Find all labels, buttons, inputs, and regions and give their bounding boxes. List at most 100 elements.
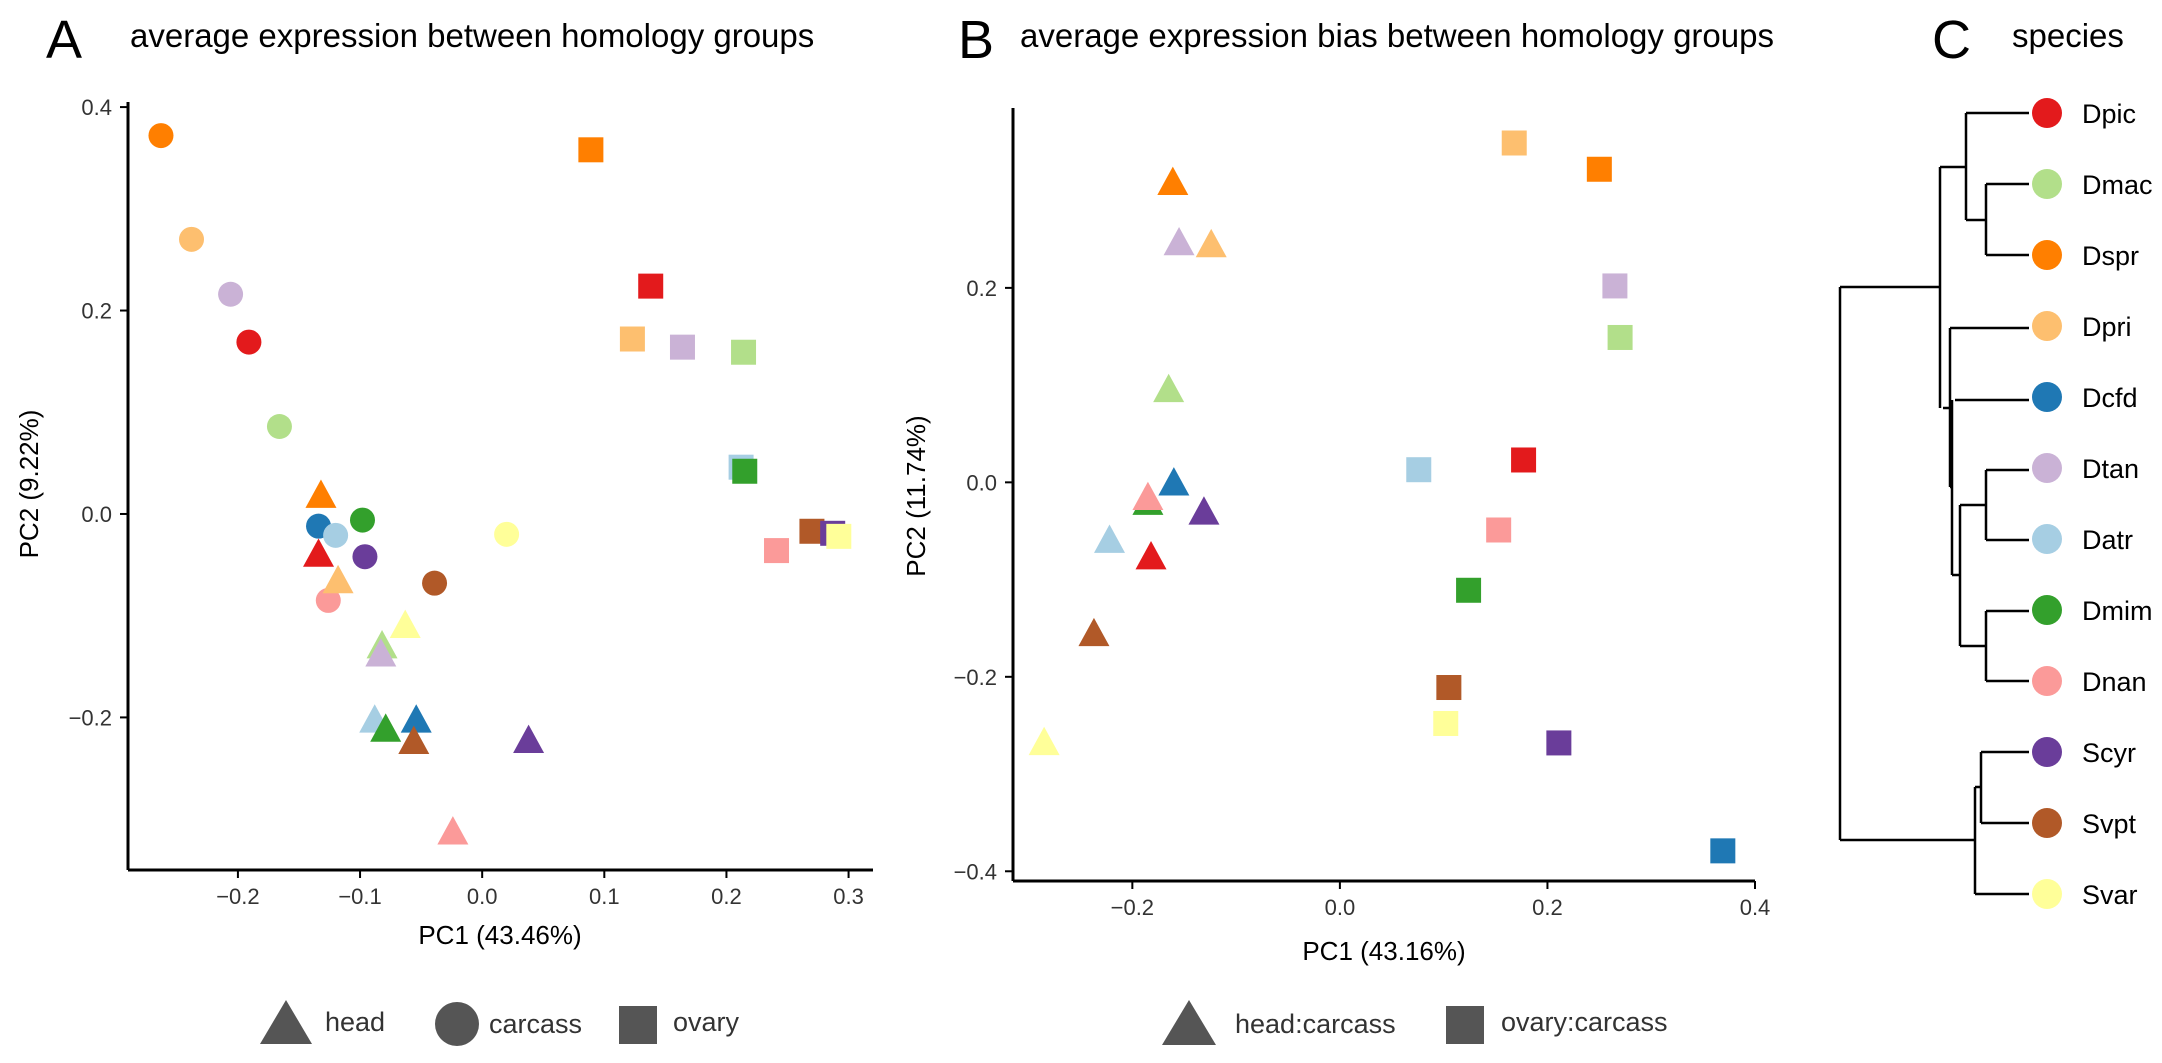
- panel-b-x-axis-title: PC1 (43.16%): [1302, 936, 1465, 966]
- data-point-dspr-triangle: [305, 479, 337, 508]
- species-legend: Dpic Dmac Dspr Dpri Dcfd Dtan Datr Dmim Dnan Scyr…: [2032, 98, 2153, 910]
- data-point-svpt-circle: [422, 570, 448, 596]
- data-point-dtan-square: [669, 334, 695, 360]
- panel-b-legend: head:carcass ovary:carcass: [1162, 1000, 1668, 1045]
- data-point-dspr-circle: [148, 123, 174, 149]
- species-swatch-scyr: [2032, 737, 2062, 767]
- panel-b-letter: B: [958, 10, 994, 70]
- data-point-dmim-triangle: [370, 713, 402, 742]
- panel-a-x-tick-label: 0.3: [833, 884, 864, 909]
- panel-b-x-tick-label: −0.2: [1111, 895, 1154, 920]
- species-label-dpic: Dpic: [2082, 99, 2136, 129]
- data-point-scyr-triangle: [513, 724, 545, 753]
- species-swatch-dpic: [2032, 98, 2062, 128]
- panel-b-x-tick-label: 0.4: [1740, 895, 1771, 920]
- data-point-dtan-square: [1602, 273, 1628, 299]
- data-point-dmac-triangle: [1153, 373, 1185, 403]
- legend-triangle-symbol: [1162, 1000, 1216, 1045]
- legend-square-symbol: [1446, 1006, 1484, 1044]
- species-label-dmim: Dmim: [2082, 596, 2152, 626]
- data-point-svar-circle: [494, 521, 520, 547]
- legend-circle-symbol: [435, 1002, 479, 1046]
- data-point-dcfd-triangle: [400, 704, 432, 733]
- panel-a-y-tick-label: 0.0: [81, 502, 112, 527]
- panel-b-plot: −0.2 0.0 0.2 0.4 −0.4 −0.2 0.0 0.2: [954, 108, 1771, 920]
- species-swatch-svpt: [2032, 808, 2062, 838]
- data-point-dpic-triangle: [303, 538, 335, 567]
- panel-b: B average expression bias between homolo…: [901, 10, 1774, 1045]
- data-point-svpt-triangle: [1078, 617, 1110, 647]
- panel-b-x-tick-label: 0.0: [1325, 895, 1356, 920]
- data-point-dpri-square: [1501, 130, 1527, 156]
- species-swatch-dnan: [2032, 666, 2062, 696]
- panel-a-x-tick-label: 0.1: [589, 884, 620, 909]
- species-label-dtan: Dtan: [2082, 454, 2139, 484]
- species-label-scyr: Scyr: [2082, 738, 2136, 768]
- legend-square-symbol: [619, 1006, 657, 1044]
- data-point-dpic-circle: [236, 329, 262, 355]
- panel-a-y-tick-label: 0.4: [81, 95, 112, 120]
- panel-a-x-axis-title: PC1 (43.46%): [418, 920, 581, 950]
- species-swatch-datr: [2032, 524, 2062, 554]
- data-point-dtan-circle: [218, 281, 244, 307]
- panel-a-x-tick-label: 0.2: [711, 884, 742, 909]
- data-point-svar-square: [1433, 710, 1459, 736]
- species-swatch-dcfd: [2032, 382, 2062, 412]
- legend-ovary-label: ovary: [673, 1007, 740, 1037]
- species-swatch-dpri: [2032, 311, 2062, 341]
- panel-c-letter: C: [1932, 10, 1971, 70]
- data-point-svpt-triangle: [398, 725, 430, 754]
- data-point-dpri-square: [619, 326, 645, 352]
- legend-head-carcass-label: head:carcass: [1235, 1009, 1396, 1039]
- panel-b-y-tick-label: 0.2: [966, 276, 997, 301]
- panel-a-y-axis-title: PC2 (9.22%): [14, 410, 44, 559]
- data-point-dpic-square: [638, 273, 664, 299]
- data-point-dnan-circle: [315, 587, 341, 613]
- data-point-dnan-square: [764, 538, 790, 564]
- panel-a-title: average expression between homology grou…: [130, 17, 814, 54]
- species-label-svpt: Svpt: [2082, 809, 2137, 839]
- data-point-datr-triangle: [1094, 524, 1126, 553]
- data-point-svar-triangle: [389, 609, 421, 639]
- data-point-svar-triangle: [1028, 726, 1060, 756]
- species-tree: [1838, 111, 2029, 896]
- data-point-dpic-square: [1511, 447, 1537, 473]
- panel-b-x-tick-label: 0.2: [1532, 895, 1563, 920]
- data-point-dmac-square: [731, 339, 757, 365]
- panel-a-letter: A: [46, 10, 82, 70]
- species-swatch-dmac: [2032, 169, 2062, 199]
- species-label-dpri: Dpri: [2082, 312, 2132, 342]
- legend-carcass-label: carcass: [489, 1009, 582, 1039]
- data-point-datr-circle: [323, 522, 349, 548]
- species-swatch-dmim: [2032, 595, 2062, 625]
- data-point-scyr-triangle: [1188, 496, 1220, 525]
- panel-a-legend: head carcass ovary: [260, 1000, 740, 1046]
- data-point-svpt-square: [1436, 675, 1462, 701]
- panel-a: A average expression between homology gr…: [14, 10, 873, 1046]
- data-point-dnan-square: [1486, 517, 1512, 543]
- data-point-dspr-square: [1586, 156, 1612, 182]
- panel-b-y-tick-label: −0.4: [954, 859, 997, 884]
- data-point-dmac-circle: [266, 413, 292, 439]
- species-label-dmac: Dmac: [2082, 170, 2153, 200]
- data-point-dpri-triangle: [322, 564, 354, 594]
- legend-head-label: head: [325, 1007, 385, 1037]
- data-point-dspr-square: [578, 137, 604, 163]
- panel-b-y-tick-label: 0.0: [966, 470, 997, 495]
- data-point-scyr-circle: [352, 544, 378, 570]
- panel-a-y-tick-label: −0.2: [69, 705, 112, 730]
- species-label-svar: Svar: [2082, 880, 2138, 910]
- panel-c: C species Dpic Dmac Dspr Dpri Dcfd Dtan Datr Dm…: [1838, 10, 2153, 910]
- panel-c-title: species: [2012, 17, 2124, 54]
- data-point-dpri-circle: [179, 226, 205, 252]
- species-label-dspr: Dspr: [2082, 241, 2139, 271]
- data-point-dpic-triangle: [1135, 541, 1167, 570]
- data-point-datr-square: [1406, 457, 1432, 483]
- data-point-dcfd-square: [1710, 838, 1736, 864]
- species-swatch-dspr: [2032, 240, 2062, 270]
- data-point-dtan-triangle: [1163, 226, 1195, 256]
- data-point-dpri-triangle: [1195, 228, 1227, 258]
- panel-b-title: average expression bias between homology…: [1020, 17, 1774, 54]
- species-label-datr: Datr: [2082, 525, 2133, 555]
- data-point-dmim-square: [1456, 577, 1482, 603]
